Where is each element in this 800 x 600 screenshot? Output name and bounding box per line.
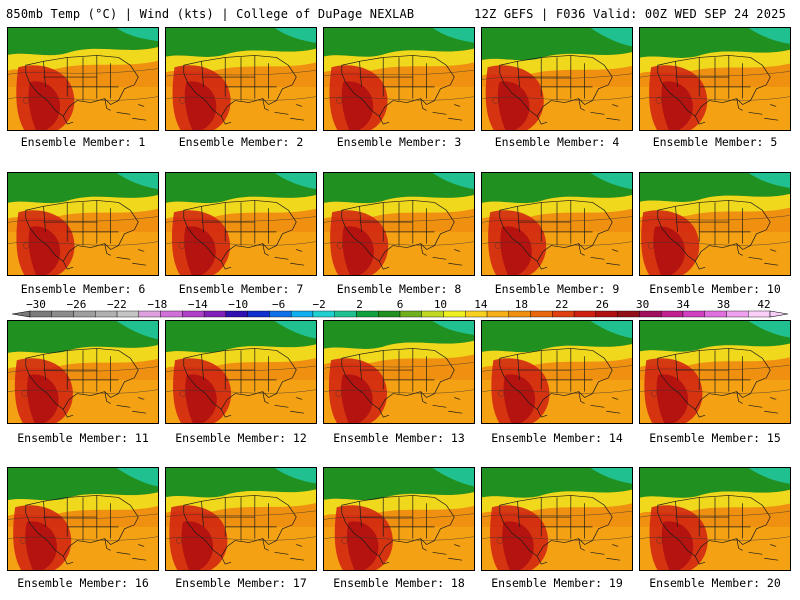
ensemble-member-label: Ensemble Member: 16: [17, 576, 149, 590]
ensemble-member-label: Ensemble Member: 20: [649, 576, 781, 590]
colorbar-segment: [421, 310, 444, 318]
ensemble-member-map: [639, 467, 791, 571]
ensemble-member-label: Ensemble Member: 5: [652, 135, 778, 149]
ensemble-member-map: [639, 320, 791, 424]
colorbar-tick-label: −26: [66, 298, 87, 311]
colorbar-low-arrow: [12, 310, 31, 318]
colorbar-segment: [704, 310, 727, 318]
ensemble-member-map: [481, 172, 633, 276]
ensemble-member-label: Ensemble Member: 18: [333, 576, 465, 590]
colorbar-segment: [116, 310, 140, 318]
ensemble-member-map: [323, 320, 475, 424]
colorbar-tick-label: 38: [716, 298, 731, 311]
colorbar-tick-label: 2: [356, 298, 363, 311]
colorbar-tick-label: −22: [106, 298, 127, 311]
ensemble-member-map: [165, 320, 317, 424]
colorbar-segment: [160, 310, 183, 318]
colorbar-tick-label: −18: [147, 298, 168, 311]
ensemble-member-label: Ensemble Member: 17: [175, 576, 307, 590]
ensemble-member-label: Ensemble Member: 11: [17, 431, 149, 445]
colorbar-segment: [399, 310, 422, 318]
ensemble-member-label: Ensemble Member: 1: [20, 135, 146, 149]
colorbar-segment: [726, 310, 749, 318]
ensemble-member-label: Ensemble Member: 2: [178, 135, 304, 149]
colorbar-tick-label: −14: [187, 298, 208, 311]
ensemble-member-map: [639, 172, 791, 276]
ensemble-member-label: Ensemble Member: 13: [333, 431, 465, 445]
ensemble-member-label: Ensemble Member: 10: [649, 282, 781, 296]
colorbar-tick-label: 6: [396, 298, 404, 311]
colorbar-segment: [617, 310, 640, 318]
colorbar-segment: [51, 310, 74, 318]
colorbar-segment: [203, 310, 227, 318]
temperature-colorbar: [12, 310, 788, 318]
colorbar-segment: [443, 310, 466, 318]
ensemble-member-map: [323, 172, 475, 276]
colorbar-tick-label: 14: [474, 298, 488, 311]
colorbar-segment: [290, 310, 314, 318]
ensemble-member-map: [7, 27, 159, 131]
colorbar-tick-label: 26: [595, 298, 609, 311]
colorbar-segment: [639, 310, 662, 318]
ensemble-member-map: [481, 27, 633, 131]
colorbar-high-arrow: [769, 310, 788, 318]
ensemble-member-map: [165, 27, 317, 131]
colorbar-tick-label: 22: [555, 298, 569, 311]
header-run-info: 12Z GEFS | F036 Valid: 00Z WED SEP 24 20…: [474, 7, 786, 21]
colorbar-segment: [312, 310, 335, 318]
colorbar-segment: [378, 310, 401, 318]
colorbar-segment: [508, 310, 531, 318]
colorbar-segment: [182, 310, 205, 318]
colorbar-segment: [138, 310, 161, 318]
ensemble-member-map: [323, 467, 475, 571]
colorbar-segment: [595, 310, 618, 318]
colorbar-tick-label: 18: [514, 298, 528, 311]
ensemble-member-map: [7, 320, 159, 424]
colorbar-tick-label: 42: [757, 298, 771, 311]
ensemble-member-label: Ensemble Member: 4: [494, 135, 620, 149]
colorbar-segment: [29, 310, 52, 318]
ensemble-member-label: Ensemble Member: 14: [491, 431, 623, 445]
colorbar-segment: [73, 310, 96, 318]
colorbar-segment: [465, 310, 488, 318]
colorbar-tick-label: 10: [433, 298, 448, 311]
ensemble-member-label: Ensemble Member: 3: [336, 135, 462, 149]
colorbar-segment: [552, 310, 575, 318]
colorbar-segment: [682, 310, 705, 318]
colorbar-segment: [573, 310, 597, 318]
ensemble-member-map: [7, 172, 159, 276]
colorbar-segment: [95, 310, 118, 318]
colorbar-labels: −30 −26 −22 −18 −14 −10 −6 −2 2 6 10 14 18 22 26 30 34 38…: [0, 298, 800, 311]
colorbar-segment: [530, 310, 553, 318]
header-title: 850mb Temp (°C) | Wind (kts) | College o…: [6, 7, 415, 21]
colorbar-tick-label: −2: [312, 298, 326, 311]
colorbar-segment: [225, 310, 248, 318]
ensemble-member-label: Ensemble Member: 8: [336, 282, 462, 296]
colorbar-segment: [660, 310, 684, 318]
ensemble-member-label: Ensemble Member: 9: [494, 282, 620, 296]
ensemble-member-map: [323, 27, 475, 131]
colorbar-segment: [748, 310, 771, 318]
ensemble-member-label: Ensemble Member: 6: [20, 282, 146, 296]
colorbar-segment: [269, 310, 292, 318]
ensemble-member-map: [165, 467, 317, 571]
colorbar-tick-label: −6: [272, 298, 286, 311]
colorbar-segment: [247, 310, 270, 318]
colorbar-tick-label: −30: [26, 298, 46, 311]
ensemble-member-map: [639, 27, 791, 131]
colorbar-tick-label: 34: [676, 298, 690, 311]
colorbar-segment: [486, 310, 510, 318]
ensemble-member-map: [165, 172, 317, 276]
ensemble-member-label: Ensemble Member: 15: [649, 431, 781, 445]
colorbar-segment: [334, 310, 357, 318]
ensemble-member-map: [7, 467, 159, 571]
ensemble-member-map: [481, 467, 633, 571]
colorbar-segment: [356, 310, 379, 318]
colorbar-tick-label: 30: [636, 298, 650, 311]
ensemble-member-label: Ensemble Member: 12: [175, 431, 307, 445]
ensemble-member-map: [481, 320, 633, 424]
ensemble-member-label: Ensemble Member: 7: [178, 282, 304, 296]
ensemble-member-label: Ensemble Member: 19: [491, 576, 623, 590]
colorbar-tick-label: −10: [228, 298, 249, 311]
